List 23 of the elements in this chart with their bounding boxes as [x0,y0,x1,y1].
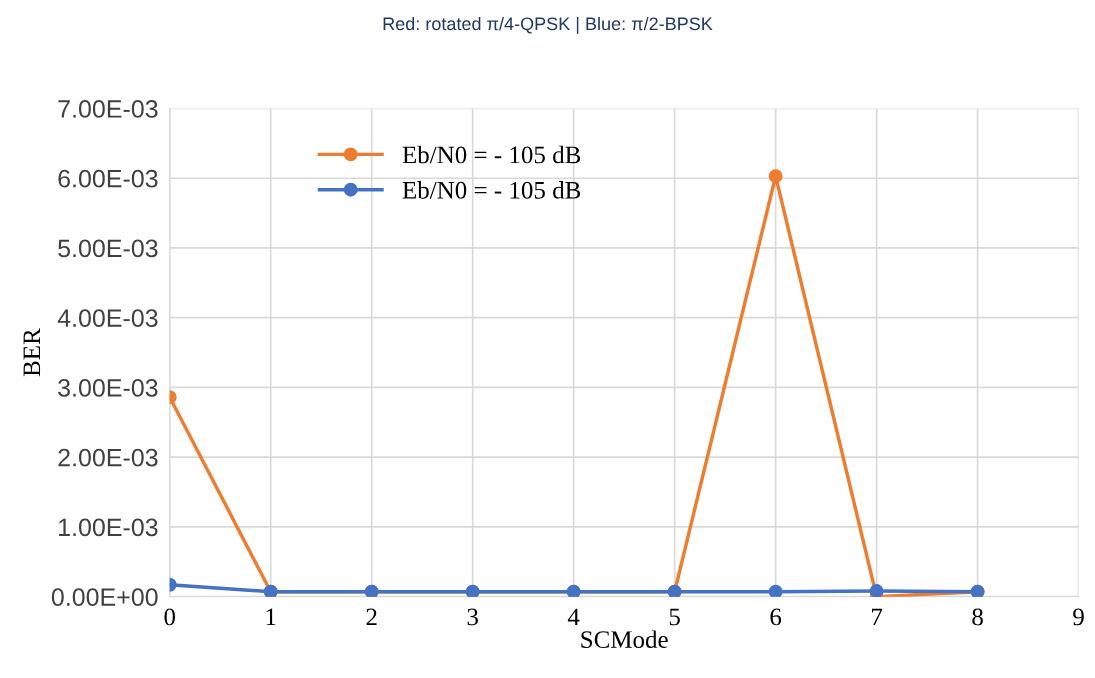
y-tick-label: 7.00E-03 [58,100,158,118]
legend-label: Eb/N0 = - 105 dB [402,145,581,164]
y-tick-label: 3.00E-03 [58,379,158,397]
x-tick-label: 5 [669,608,680,626]
y-axis-title: BER [23,328,41,377]
x-axis-title: SCMode [581,630,668,649]
y-tick-label: 4.00E-03 [57,309,158,327]
x-tick-label: 9 [1073,608,1084,626]
y-tick-label: 2.00E-03 [58,448,158,467]
y-tick-label: 0.00E+00 [51,588,158,606]
x-tick-label: 1 [266,608,276,626]
x-tick-label: 7 [872,608,883,626]
x-tick-label: 4 [567,608,580,626]
y-tick-label: 5.00E-03 [58,239,158,258]
x-tick-label: 2 [366,608,377,626]
x-tick-label: 8 [972,608,983,626]
chart-title: Red: rotated π/4-QPSK | Blue: π/2-BPSK [383,16,713,34]
x-tick-label: 0 [164,608,176,626]
y-tick-label: 1.00E-03 [59,518,158,537]
x-tick-label: 6 [770,608,782,626]
legend-label: Eb/N0 = - 105 dB [402,181,581,199]
y-tick-label: 6.00E-03 [58,169,158,188]
x-tick-label: 3 [467,608,478,626]
